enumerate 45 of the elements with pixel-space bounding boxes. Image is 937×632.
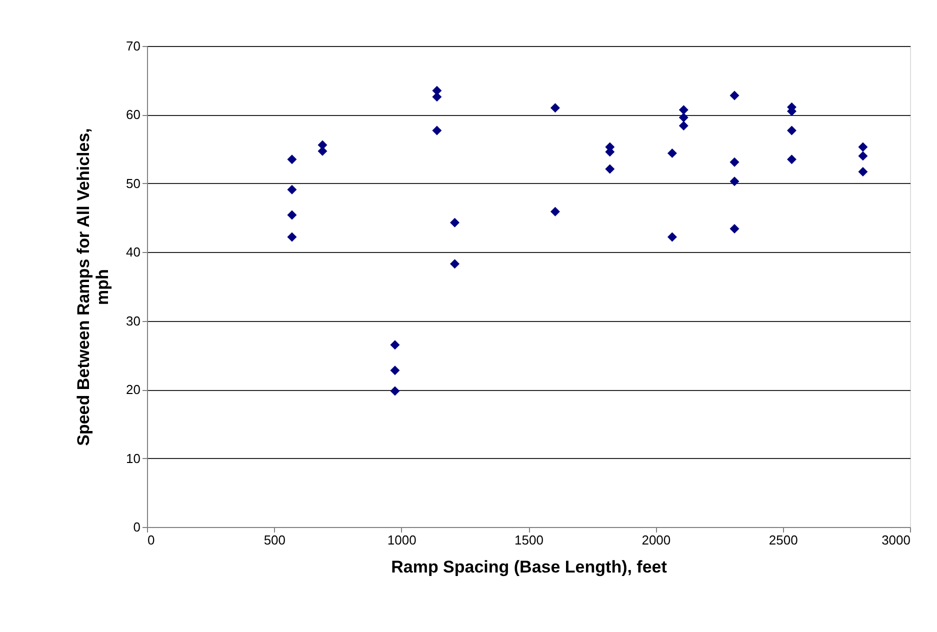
y-tick-label: 30 (126, 313, 140, 328)
point (730, 157, 740, 167)
point (678, 112, 688, 122)
point (287, 154, 297, 164)
point (667, 232, 677, 242)
point (730, 224, 740, 234)
point (450, 218, 460, 228)
x-tick-label: 3000 (882, 532, 910, 548)
x-tick-label: 500 (264, 532, 286, 548)
point (550, 206, 560, 216)
x-tick-label: 2500 (768, 532, 798, 548)
x-axis-title: Ramp Spacing (Base Length), feet (391, 558, 668, 576)
point (730, 90, 740, 100)
point (390, 340, 400, 350)
point (858, 151, 868, 161)
point (287, 184, 297, 194)
y-tick-label: 0 (133, 520, 140, 534)
y-tick-label: 50 (126, 176, 140, 191)
point (858, 167, 868, 176)
x-tick-label: 0 (148, 532, 155, 548)
point (287, 210, 297, 220)
point (432, 92, 442, 102)
y-tick-label: 70 (126, 38, 140, 54)
point (550, 103, 560, 113)
point (390, 386, 400, 396)
point (390, 366, 400, 376)
point (605, 164, 615, 174)
x-tick-label: 1000 (387, 532, 416, 548)
point (287, 232, 297, 242)
point (678, 120, 688, 130)
x-tick-label: 2000 (642, 532, 671, 548)
point (858, 142, 868, 152)
y-axis-title: Speed Between Ramps for All Vehicles, mph (74, 128, 112, 446)
y-tick-label: 60 (126, 107, 140, 122)
point (678, 105, 688, 115)
y-tick-label: 40 (126, 244, 140, 260)
y-tick-label: 10 (126, 450, 140, 466)
point (667, 148, 677, 158)
point (786, 154, 796, 164)
x-tick-label: 1500 (514, 532, 544, 548)
point (786, 126, 796, 136)
point (450, 259, 460, 269)
y-tick-label: 20 (126, 382, 140, 398)
point (730, 176, 740, 186)
point (432, 126, 442, 136)
